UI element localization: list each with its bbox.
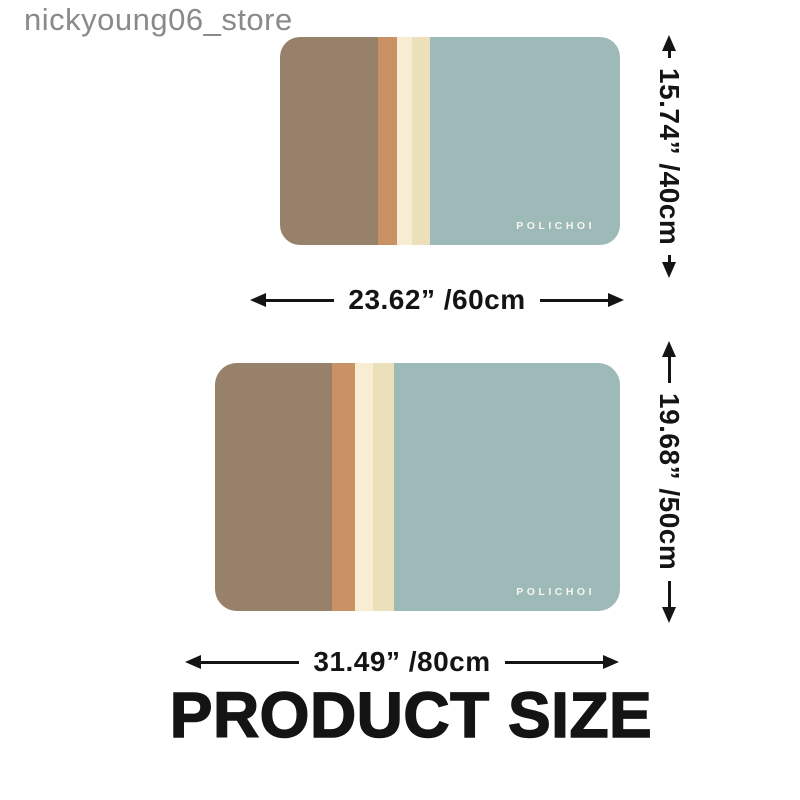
arrow-right-icon [603,655,619,669]
width-dimension-small: 23.62” /60cm [250,284,624,315]
mat-small: POLICHOI [280,37,620,245]
mat-large-stripe-cream-dark [372,363,394,611]
mat-large-stripe-cream-light [354,363,373,611]
mat-small-stripe-orange [378,37,398,245]
height-label-small: 15.74” /40cm [654,67,685,246]
dimension-line [539,298,608,302]
arrow-up-icon [662,341,676,357]
mat-large-stripe-orange [332,363,355,611]
dimension-line [667,580,671,607]
dimension-line [667,255,671,262]
mat-large: POLICHOI [215,363,620,611]
arrow-right-icon [608,293,624,307]
width-label-large: 31.49” /80cm [313,646,491,677]
page-title: PRODUCT SIZE [169,679,653,751]
brand-label-small: POLICHOI [516,220,595,232]
height-label-large: 19.68” /50cm [654,393,685,571]
dimension-line [504,660,603,664]
brand-label-large: POLICHOI [516,586,595,598]
height-dimension-large: 19.68” /50cm [654,341,685,623]
width-dimension-large: 31.49” /80cm [185,646,619,677]
mat-large-stripe-teal [393,363,620,611]
arrow-down-icon [662,607,676,623]
mat-large-stripe-brown [215,363,333,611]
dimension-line [667,357,671,384]
mat-small-stripe-cream-dark [412,37,431,245]
store-watermark: nickyoung06_store [24,2,293,37]
arrow-down-icon [662,262,676,278]
dimension-line [266,298,335,302]
width-label-small: 23.62” /60cm [348,284,526,315]
mat-small-stripe-teal [430,37,620,245]
mat-small-stripe-cream-light [397,37,413,245]
height-dimension-small: 15.74” /40cm [654,35,685,278]
dimension-line [201,660,300,664]
arrow-left-icon [250,293,266,307]
arrow-up-icon [662,35,676,51]
arrow-left-icon [185,655,201,669]
mat-small-stripe-brown [280,37,379,245]
dimension-line [667,51,671,58]
